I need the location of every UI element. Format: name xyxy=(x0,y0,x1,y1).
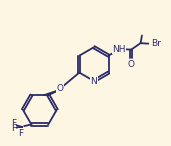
Text: O: O xyxy=(128,60,135,69)
Text: Br: Br xyxy=(151,40,161,48)
Text: O: O xyxy=(57,84,64,93)
Text: NH: NH xyxy=(112,45,126,54)
Text: F: F xyxy=(18,129,23,138)
Text: N: N xyxy=(91,77,97,86)
Text: F: F xyxy=(11,124,16,133)
Text: F: F xyxy=(11,119,16,128)
